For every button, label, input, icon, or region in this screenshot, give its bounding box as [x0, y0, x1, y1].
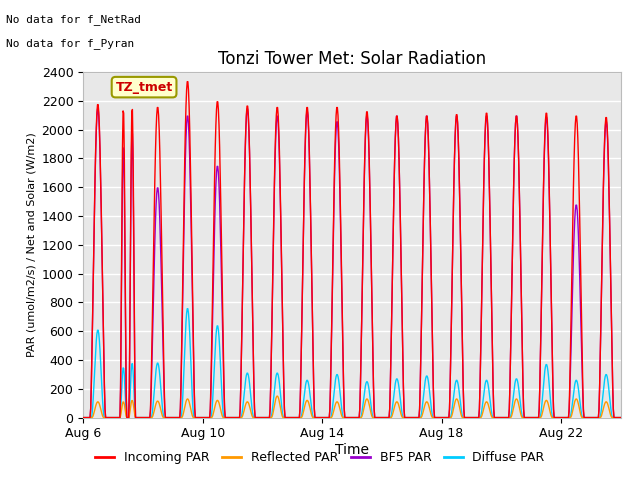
X-axis label: Time: Time	[335, 443, 369, 457]
Y-axis label: PAR (umol/m2/s) / Net and Solar (W/m2): PAR (umol/m2/s) / Net and Solar (W/m2)	[26, 132, 36, 357]
Title: Tonzi Tower Met: Solar Radiation: Tonzi Tower Met: Solar Radiation	[218, 49, 486, 68]
Text: No data for f_Pyran: No data for f_Pyran	[6, 38, 134, 49]
Legend: Incoming PAR, Reflected PAR, BF5 PAR, Diffuse PAR: Incoming PAR, Reflected PAR, BF5 PAR, Di…	[90, 446, 550, 469]
Text: TZ_tmet: TZ_tmet	[115, 81, 173, 94]
Text: No data for f_NetRad: No data for f_NetRad	[6, 14, 141, 25]
